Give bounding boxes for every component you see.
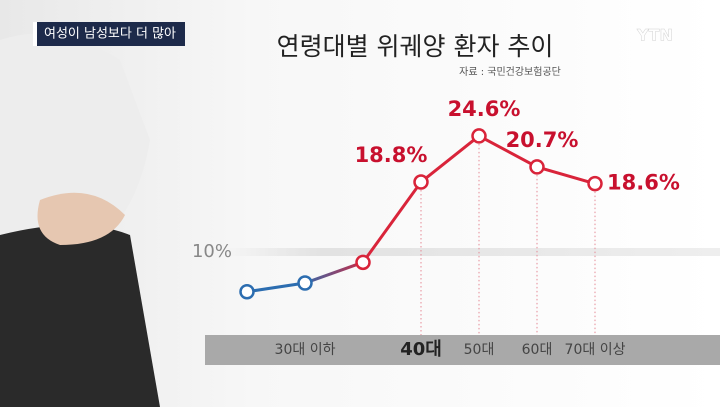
x-tick-label: 30대 이하	[275, 342, 336, 358]
marker	[471, 128, 487, 144]
grid-line	[225, 248, 720, 256]
marker	[239, 284, 255, 300]
y-tick-label: 10%	[192, 241, 232, 262]
marker	[413, 174, 429, 190]
marker	[297, 275, 313, 291]
chart-title: 연령대별 위궤양 환자 추이	[277, 32, 554, 61]
x-tick-label: 60대	[522, 342, 553, 358]
value-label: 18.8%	[355, 143, 428, 167]
axis-band	[205, 335, 720, 365]
caption-bar	[33, 22, 37, 46]
source: 자료 : 국민건강보험공단	[459, 66, 561, 78]
photo-skirt	[0, 225, 160, 407]
marker	[529, 159, 545, 175]
marker	[355, 254, 371, 271]
x-tick-label: 70대 이상	[565, 342, 626, 358]
caption-box	[33, 22, 185, 46]
logo: YTN	[636, 26, 673, 45]
value-label: 18.6%	[607, 171, 680, 195]
x-tick-label: 50대	[464, 342, 495, 358]
x-tick-label: 40대	[400, 339, 442, 360]
value-label: 24.6%	[448, 97, 521, 121]
value-label: 20.7%	[506, 128, 579, 152]
marker	[587, 175, 603, 192]
caption: 여성이 남성보다 더 많아	[44, 27, 176, 42]
photo-hands	[37, 192, 125, 245]
photo-shirt	[0, 33, 150, 251]
